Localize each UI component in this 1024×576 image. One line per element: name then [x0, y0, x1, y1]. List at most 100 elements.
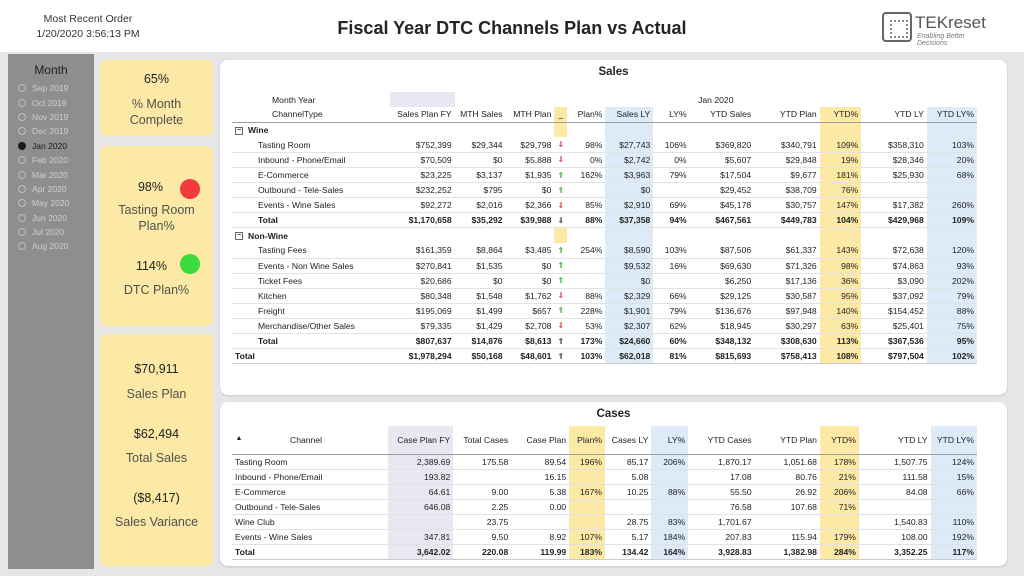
- radio-icon[interactable]: [18, 141, 26, 150]
- cases-col-total-cases[interactable]: Total Cases: [453, 426, 512, 455]
- sales-cell-ytd-ly: $28,346: [861, 152, 927, 168]
- cases-row-label: Wine Club: [232, 514, 388, 530]
- sales-col-ytd-ly[interactable]: YTD LY%: [926, 107, 977, 123]
- sales-table-row: Ticket Fees $20,686 $0 $0 ⇑ $0 $6,250 $17,136 36…: [232, 273, 977, 289]
- collapse-icon[interactable]: −: [235, 126, 243, 135]
- sales-col-sales-ly[interactable]: Sales LY: [605, 107, 654, 123]
- sales-cell-mth-sales: $50,168: [454, 348, 506, 365]
- sales-col-ytd-plan[interactable]: YTD Plan: [754, 107, 820, 123]
- sales-cell-mth-plan: $657: [505, 303, 555, 319]
- cases-col-plan[interactable]: Plan%: [569, 426, 605, 455]
- arrow-up-icon: ⇑: [554, 303, 567, 319]
- month-option-nov-2019[interactable]: Nov 2019: [8, 110, 94, 124]
- arrow-down-icon: ⇓: [554, 197, 567, 214]
- sales-cell-ytd: 140%: [819, 303, 862, 319]
- most-recent-order-value: 1/20/2020 3:56:13 PM: [36, 28, 140, 40]
- empty-cell: [605, 122, 654, 138]
- cases-col-ytd-cases[interactable]: YTD Cases: [688, 426, 755, 455]
- sales-cell-ly: 106%: [653, 137, 690, 153]
- cases-cell-ly: 88%: [651, 484, 689, 500]
- sales-col-mth-sales[interactable]: MTH Sales: [454, 107, 506, 123]
- cases-cell-ytd-ly: 108.00: [858, 529, 931, 546]
- sales-cell-sales-ly: $9,532: [605, 258, 654, 274]
- empty-cell: [819, 227, 862, 243]
- radio-icon[interactable]: [18, 127, 26, 136]
- sort-ascending-icon[interactable]: ▲: [235, 435, 243, 443]
- month-option-apr-2020[interactable]: Apr 2020: [8, 182, 94, 196]
- cases-col-case-plan-fy[interactable]: Case Plan FY: [387, 426, 454, 455]
- sales-col-ytd-ly[interactable]: YTD LY: [861, 107, 927, 123]
- sales-col-plan[interactable]: Plan%: [566, 107, 606, 123]
- sales-cell-ytd-plan: $30,587: [754, 288, 820, 304]
- sales-col-ytd[interactable]: YTD%: [819, 107, 862, 123]
- cases-col-ytd-ly[interactable]: YTD LY: [858, 426, 931, 455]
- cases-cell-case-plan-fy: 646.08: [387, 499, 454, 515]
- sales-cell-plan: 88%: [566, 288, 606, 304]
- cases-col-cases-ly[interactable]: Cases LY: [605, 426, 652, 455]
- sales-cell-ly: 79%: [653, 303, 690, 319]
- cases-col-ytd-ly[interactable]: YTD LY%: [930, 426, 977, 455]
- sales-cell-mth-sales: $795: [454, 182, 506, 199]
- sales-cell-sales-plan-fy: $23,225: [390, 167, 455, 184]
- sales-cell-ytd-ly: 260%: [926, 197, 977, 214]
- sales-col-mth-plan[interactable]: MTH Plan: [505, 107, 555, 123]
- sales-table-row: Freight $195,069 $1,499 $657 ⇑ 228% $1,901 79% $…: [232, 303, 977, 319]
- sales-cell-ly: 94%: [653, 212, 690, 229]
- radio-icon[interactable]: [18, 213, 26, 222]
- radio-icon[interactable]: [18, 242, 26, 251]
- radio-icon[interactable]: [18, 199, 26, 208]
- sales-group-label[interactable]: − Wine: [232, 122, 390, 137]
- sales-col-indicator[interactable]: _: [554, 107, 567, 123]
- sales-cell-ytd-sales: $18,945: [689, 318, 755, 335]
- cases-cell-cases-ly: [605, 499, 652, 515]
- sales-col-ytd-sales[interactable]: YTD Sales: [689, 107, 755, 123]
- month-option-oct-2019[interactable]: Oct 2019: [8, 95, 94, 109]
- radio-icon[interactable]: [18, 84, 26, 93]
- cases-row-label: Inbound - Phone/Email: [232, 469, 388, 485]
- collapse-icon[interactable]: −: [235, 232, 243, 241]
- month-option-feb-2020[interactable]: Feb 2020: [8, 153, 94, 167]
- cases-cell-case-plan-fy: 3,642.02: [387, 544, 454, 561]
- month-option-jun-2020[interactable]: Jun 2020: [8, 211, 94, 225]
- channel-header[interactable]: ▲ Channel: [232, 426, 388, 455]
- month-option-sep-2019[interactable]: Sep 2019: [8, 81, 94, 95]
- cases-cell-ytd-ly: 117%: [930, 544, 977, 561]
- radio-icon[interactable]: [18, 112, 26, 121]
- sales-cell-mth-plan: $29,798: [505, 137, 555, 153]
- cases-col-case-plan[interactable]: Case Plan: [511, 426, 570, 455]
- radio-icon[interactable]: [18, 156, 26, 165]
- sales-group-row: − Wine: [232, 122, 977, 138]
- sales-col-sales-plan-fy[interactable]: Sales Plan FY: [390, 107, 455, 123]
- sales-cell-sales-plan-fy: $79,335: [390, 318, 455, 335]
- cases-col-ly[interactable]: LY%: [651, 426, 689, 455]
- sales-group-label[interactable]: − Non-Wine: [232, 228, 390, 243]
- radio-icon[interactable]: [18, 98, 26, 107]
- month-option-aug-2020[interactable]: Aug 2020: [8, 239, 94, 253]
- sales-cell-ytd-sales: $369,820: [689, 137, 755, 153]
- month-option-dec-2019[interactable]: Dec 2019: [8, 124, 94, 138]
- sales-cell-ytd-plan: $9,677: [754, 167, 820, 184]
- month-option-may-2020[interactable]: May 2020: [8, 196, 94, 210]
- group-name: Wine: [248, 124, 269, 135]
- sales-cell-plan: [566, 258, 606, 274]
- radio-icon[interactable]: [18, 228, 26, 237]
- cases-cell-case-plan: 8.92: [511, 529, 570, 546]
- cases-col-ytd[interactable]: YTD%: [819, 426, 859, 455]
- sales-cell-plan: [566, 273, 606, 289]
- sales-cell-mth-sales: $35,292: [454, 212, 506, 229]
- cases-cell-ytd-plan: 80.76: [754, 469, 820, 485]
- month-option-mar-2020[interactable]: Mar 2020: [8, 167, 94, 181]
- radio-icon[interactable]: [18, 170, 26, 179]
- sales-col-ly[interactable]: LY%: [653, 107, 690, 123]
- sales-plan-label: Sales Plan: [126, 387, 187, 401]
- month-option-label: Aug 2020: [32, 241, 69, 252]
- dtc-plan-label: DTC Plan%: [123, 283, 190, 297]
- sales-cell-sales-plan-fy: $270,841: [390, 258, 455, 274]
- cases-col-ytd-plan[interactable]: YTD Plan: [754, 426, 820, 455]
- month-option-jan-2020[interactable]: Jan 2020: [8, 139, 94, 153]
- sales-cell-ytd-ly: $25,930: [861, 167, 927, 184]
- radio-icon[interactable]: [18, 184, 26, 193]
- sales-header-row: ChannelType Sales Plan FY MTH Sales MTH Pl…: [232, 107, 977, 123]
- month-option-jul-2020[interactable]: Jul 2020: [8, 225, 94, 239]
- sales-variance-label: Sales Variance: [114, 515, 199, 529]
